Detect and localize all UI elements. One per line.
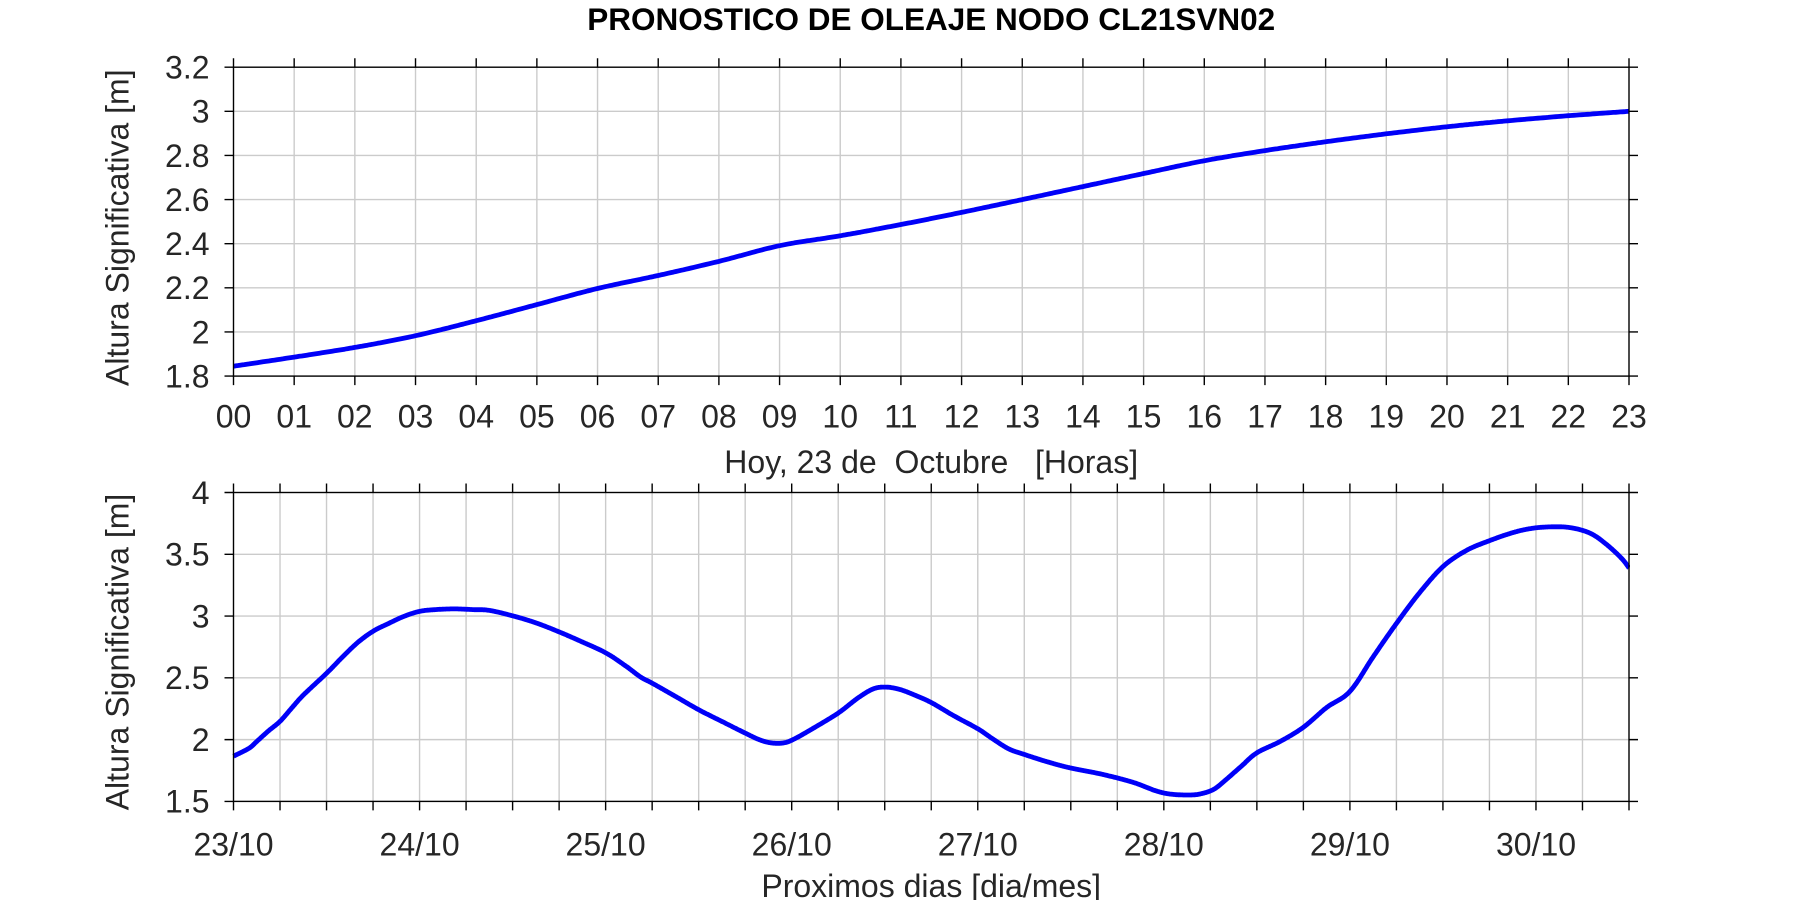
svg-text:28/10: 28/10 [1124, 827, 1204, 863]
svg-text:03: 03 [398, 399, 434, 435]
svg-text:30/10: 30/10 [1496, 827, 1576, 863]
svg-text:Altura Significativa [m]: Altura Significativa [m] [100, 494, 136, 811]
svg-text:08: 08 [701, 399, 737, 435]
svg-text:23: 23 [1611, 399, 1647, 435]
svg-text:09: 09 [762, 399, 798, 435]
svg-text:4: 4 [192, 475, 210, 511]
svg-text:18: 18 [1308, 399, 1344, 435]
svg-text:19: 19 [1369, 399, 1405, 435]
svg-text:1.8: 1.8 [165, 358, 209, 394]
svg-text:3: 3 [192, 598, 210, 634]
svg-text:07: 07 [640, 399, 676, 435]
svg-text:12: 12 [944, 399, 980, 435]
svg-text:Altura Significativa [m]: Altura Significativa [m] [100, 69, 136, 386]
svg-text:02: 02 [337, 399, 373, 435]
svg-text:26/10: 26/10 [752, 827, 832, 863]
svg-text:15: 15 [1126, 399, 1162, 435]
svg-text:2.2: 2.2 [165, 270, 209, 306]
svg-text:29/10: 29/10 [1310, 827, 1390, 863]
svg-text:3.5: 3.5 [165, 537, 209, 573]
svg-text:21: 21 [1490, 399, 1526, 435]
svg-text:2.8: 2.8 [165, 138, 209, 174]
svg-text:Proximos dias [dia/mes]: Proximos dias [dia/mes] [761, 868, 1101, 900]
svg-text:06: 06 [580, 399, 616, 435]
svg-text:Hoy, 23 de Octubre [Horas]: Hoy, 23 de Octubre [Horas] [724, 444, 1138, 480]
svg-text:2: 2 [192, 314, 210, 350]
svg-text:23/10: 23/10 [193, 827, 273, 863]
svg-text:05: 05 [519, 399, 555, 435]
svg-text:01: 01 [276, 399, 312, 435]
svg-text:3: 3 [192, 94, 210, 130]
svg-text:16: 16 [1187, 399, 1223, 435]
svg-text:2.5: 2.5 [165, 660, 209, 696]
svg-text:2: 2 [192, 722, 210, 758]
svg-text:PRONOSTICO DE OLEAJE NODO CL21: PRONOSTICO DE OLEAJE NODO CL21SVN02 [587, 1, 1275, 37]
svg-text:3.2: 3.2 [165, 50, 209, 86]
svg-text:22: 22 [1551, 399, 1587, 435]
svg-text:13: 13 [1005, 399, 1041, 435]
svg-text:25/10: 25/10 [566, 827, 646, 863]
svg-text:24/10: 24/10 [380, 827, 460, 863]
svg-text:00: 00 [216, 399, 252, 435]
svg-text:10: 10 [822, 399, 858, 435]
svg-text:17: 17 [1247, 399, 1283, 435]
svg-text:27/10: 27/10 [938, 827, 1018, 863]
svg-text:2.4: 2.4 [165, 226, 209, 262]
svg-text:2.6: 2.6 [165, 182, 209, 218]
svg-text:14: 14 [1065, 399, 1101, 435]
svg-text:1.5: 1.5 [165, 784, 209, 820]
svg-text:11: 11 [884, 399, 917, 435]
svg-text:04: 04 [458, 399, 494, 435]
svg-text:20: 20 [1429, 399, 1465, 435]
